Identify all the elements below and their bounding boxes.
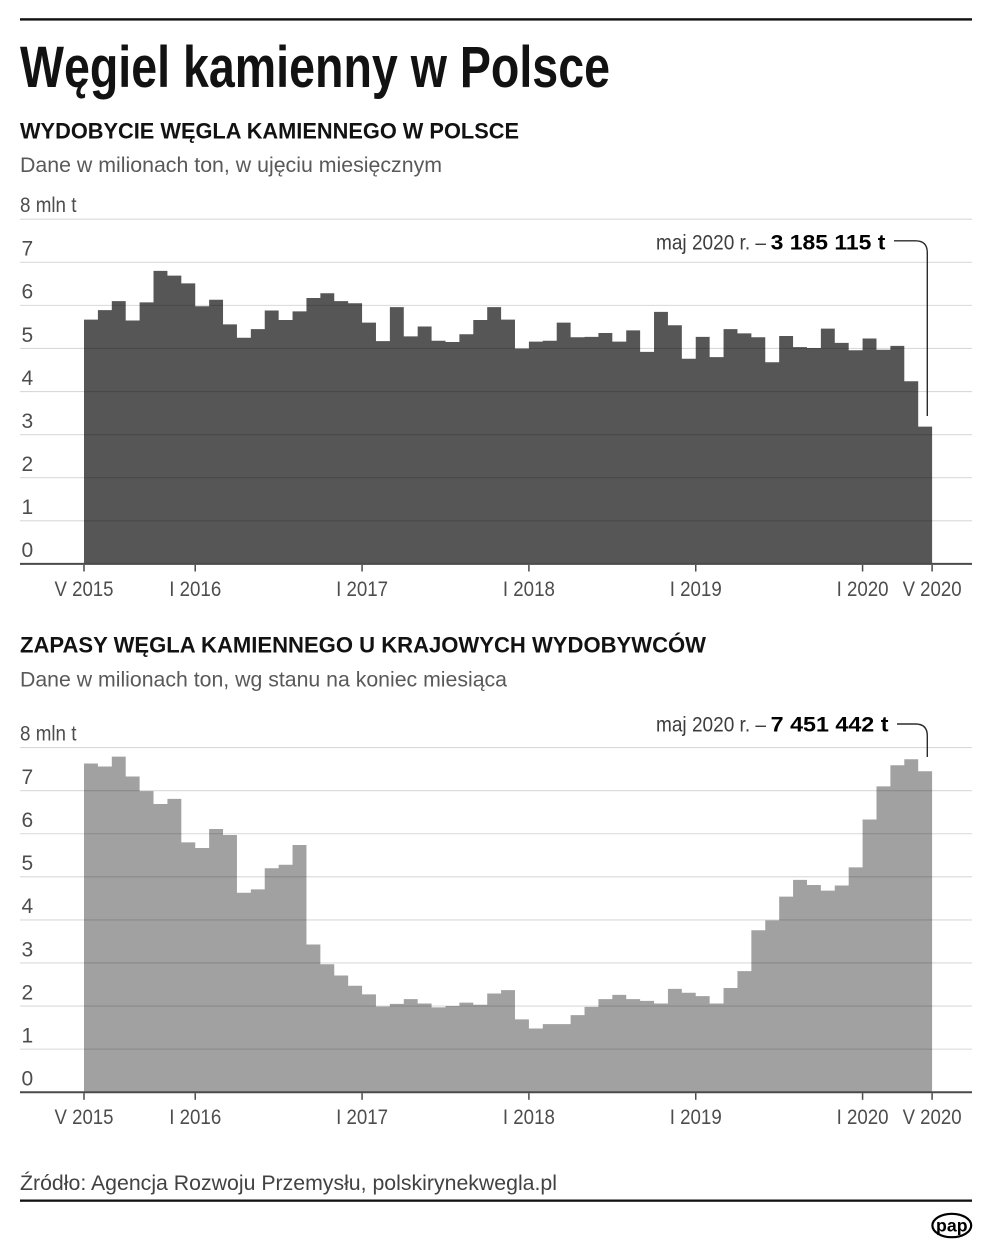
svg-text:Źródło: Agencja Rozwoju Przemy: Źródło: Agencja Rozwoju Przemysłu, polsk… bbox=[20, 1172, 557, 1195]
svg-text:I 2016: I 2016 bbox=[169, 578, 221, 601]
svg-text:4: 4 bbox=[22, 367, 34, 390]
svg-text:I 2017: I 2017 bbox=[336, 578, 388, 601]
svg-text:5: 5 bbox=[22, 324, 34, 347]
svg-text:ZAPASY WĘGLA KAMIENNEGO U KRAJ: ZAPASY WĘGLA KAMIENNEGO U KRAJOWYCH WYDO… bbox=[20, 633, 707, 658]
svg-text:1: 1 bbox=[22, 496, 34, 519]
svg-text:I 2017: I 2017 bbox=[336, 1106, 388, 1129]
svg-text:Węgiel kamienny w Polsce: Węgiel kamienny w Polsce bbox=[20, 35, 610, 100]
svg-text:pap: pap bbox=[936, 1216, 968, 1236]
svg-text:5: 5 bbox=[22, 852, 34, 875]
svg-text:maj 2020 r. –: maj 2020 r. – bbox=[656, 232, 766, 255]
svg-text:1: 1 bbox=[22, 1024, 34, 1047]
svg-text:Dane w milionach ton, w ujęciu: Dane w milionach ton, w ujęciu miesięczn… bbox=[20, 154, 442, 177]
svg-text:7: 7 bbox=[22, 766, 34, 789]
svg-text:3: 3 bbox=[22, 410, 34, 433]
svg-text:I 2018: I 2018 bbox=[503, 1106, 555, 1129]
svg-text:I 2019: I 2019 bbox=[670, 578, 722, 601]
svg-text:2: 2 bbox=[22, 453, 34, 476]
svg-text:8 mln t: 8 mln t bbox=[20, 194, 77, 217]
svg-text:3 185 115 t: 3 185 115 t bbox=[771, 232, 886, 255]
svg-text:maj 2020 r. –: maj 2020 r. – bbox=[656, 714, 766, 737]
svg-text:I 2018: I 2018 bbox=[503, 578, 555, 601]
svg-text:3: 3 bbox=[22, 938, 34, 961]
svg-text:6: 6 bbox=[22, 809, 34, 832]
svg-text:0: 0 bbox=[22, 1068, 34, 1091]
svg-text:I 2016: I 2016 bbox=[169, 1106, 221, 1129]
svg-text:I 2020: I 2020 bbox=[837, 1106, 889, 1129]
svg-text:V 2020: V 2020 bbox=[903, 1106, 962, 1129]
svg-text:7 451 442 t: 7 451 442 t bbox=[771, 714, 889, 737]
svg-text:7: 7 bbox=[22, 238, 34, 261]
svg-text:V 2015: V 2015 bbox=[55, 578, 114, 601]
svg-text:6: 6 bbox=[22, 281, 34, 304]
svg-text:4: 4 bbox=[22, 895, 34, 918]
svg-text:8 mln t: 8 mln t bbox=[20, 723, 77, 746]
svg-text:V 2015: V 2015 bbox=[55, 1106, 114, 1129]
svg-text:WYDOBYCIE WĘGLA KAMIENNEGO W P: WYDOBYCIE WĘGLA KAMIENNEGO W POLSCE bbox=[20, 119, 519, 144]
svg-text:I 2019: I 2019 bbox=[670, 1106, 722, 1129]
svg-text:Dane w milionach ton, wg stanu: Dane w milionach ton, wg stanu na koniec… bbox=[20, 669, 507, 692]
svg-text:2: 2 bbox=[22, 981, 34, 1004]
svg-text:I 2020: I 2020 bbox=[837, 578, 889, 601]
svg-text:V 2020: V 2020 bbox=[903, 578, 962, 601]
svg-text:0: 0 bbox=[22, 539, 34, 562]
